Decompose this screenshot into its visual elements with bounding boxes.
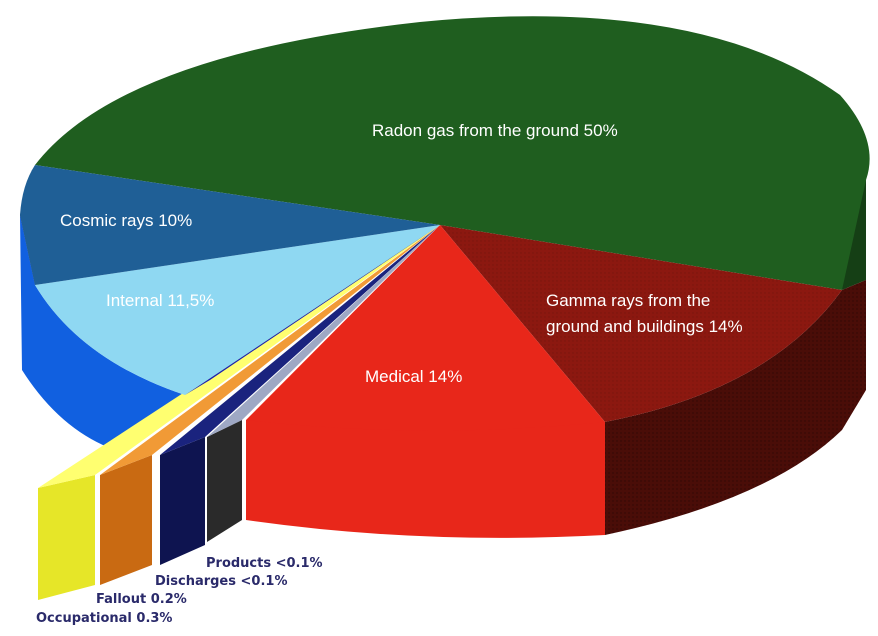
label-gamma-line2: ground and buildings 14% bbox=[546, 317, 743, 336]
slice-radon bbox=[35, 16, 870, 291]
label-products: Products <0.1% bbox=[206, 556, 323, 571]
slice-side-occupational bbox=[38, 475, 95, 600]
label-fallout: Fallout 0.2% bbox=[96, 592, 187, 607]
slice-side-internal bbox=[20, 215, 185, 450]
slice-internal bbox=[35, 225, 440, 395]
slice-side-gamma-texture bbox=[605, 280, 866, 535]
label-medical: Medical 14% bbox=[365, 367, 462, 386]
slice-discharges bbox=[160, 225, 440, 455]
slice-medical bbox=[246, 225, 605, 431]
slice-fallout bbox=[100, 225, 440, 475]
slice-gamma-texture bbox=[440, 225, 842, 422]
slice-side-fallout bbox=[100, 455, 152, 585]
label-discharges: Discharges <0.1% bbox=[155, 574, 287, 589]
slice-side-discharges bbox=[160, 437, 205, 565]
slice-products bbox=[207, 225, 440, 437]
label-internal: Internal 11,5% bbox=[106, 291, 214, 310]
slice-side-products bbox=[207, 420, 242, 542]
label-occupational: Occupational 0.3% bbox=[36, 611, 172, 626]
slice-internal-band bbox=[185, 225, 440, 395]
label-gamma-line1: Gamma rays from the bbox=[546, 291, 710, 310]
slice-cosmic bbox=[20, 165, 440, 285]
label-cosmic: Cosmic rays 10% bbox=[60, 211, 192, 230]
slice-side-medical bbox=[246, 420, 605, 538]
label-radon: Radon gas from the ground 50% bbox=[372, 121, 618, 140]
